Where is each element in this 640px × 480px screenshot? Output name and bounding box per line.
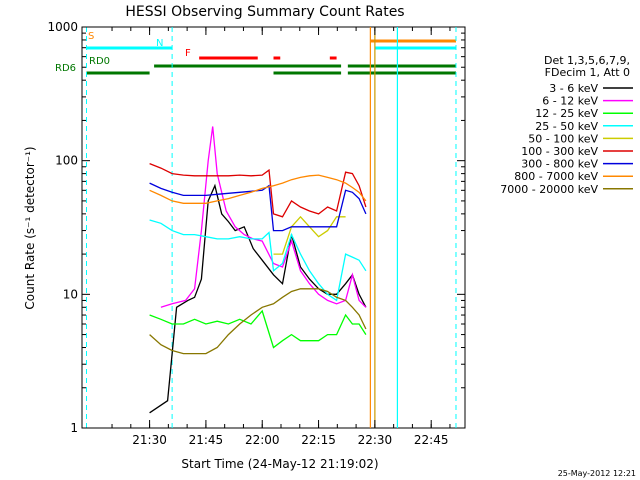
y-tick-label: 1 (70, 421, 78, 435)
series-line-5 (149, 162, 367, 218)
legend-entry-label: 800 - 7000 keV (514, 170, 598, 183)
legend-entry-label: 6 - 12 keV (542, 95, 598, 108)
plot-frame (81, 26, 466, 429)
plot-border (81, 26, 466, 429)
flag-label-n: N (156, 38, 163, 49)
series-line-4 (273, 215, 346, 255)
x-axis-label: Start Time (24-May-12 21:19:02) (181, 457, 378, 471)
flag-label-rd0: RD0 (89, 56, 110, 67)
x-tick-label: 21:30 (132, 433, 167, 447)
y-tick-label: 1000 (47, 20, 78, 34)
series-line-0 (149, 183, 367, 414)
legend-entry-label: 25 - 50 keV (535, 120, 598, 133)
series-line-7 (149, 174, 367, 204)
y-axis-label: Count Rate (s⁻¹ detector⁻¹) (23, 146, 37, 309)
legend-entry-label: 3 - 6 keV (549, 82, 598, 95)
axes: 21:30 21:45 22:00 22:15 22:30 22:45 1 10 100 1000 (47, 20, 465, 447)
series-line-3 (149, 219, 367, 302)
legend-entry-label: 7000 - 20000 keV (500, 183, 598, 196)
x-tick-label: 21:45 (189, 433, 224, 447)
legend-entry-label: 100 - 300 keV (521, 145, 598, 158)
x-tick-label: 22:30 (358, 433, 393, 447)
legend-entry-label: 300 - 800 keV (521, 158, 598, 171)
legend: Det 1,3,5,6,7,9,FDecim 1, Att 0 3 - 6 keV… (500, 54, 633, 196)
x-tick-label: 22:45 (414, 433, 449, 447)
series-line-6 (149, 182, 367, 232)
timestamp: 25-May-2012 12:21 (558, 469, 636, 478)
series-layer (149, 126, 367, 414)
y-tick-label: 100 (55, 154, 78, 168)
x-tick-label: 22:15 (301, 433, 336, 447)
series-line-1 (160, 126, 367, 308)
legend-header-line: Det 1,3,5,6,7,9, (544, 54, 630, 67)
flag-label-s: S (88, 31, 94, 42)
x-tick-label: 22:00 (245, 433, 280, 447)
y-tick-label: 10 (63, 287, 78, 301)
legend-header-line: FDecim 1, Att 0 (545, 66, 630, 79)
legend-entry-label: 50 - 100 keV (528, 132, 598, 145)
flag-bars: S N F RD0 RD6 (55, 31, 456, 75)
chart-title: HESSI Observing Summary Count Rates (125, 4, 404, 20)
series-line-2 (149, 309, 367, 349)
series-line-8 (149, 288, 367, 355)
legend-entry-label: 12 - 25 keV (535, 107, 598, 120)
flag-label-f: F (185, 48, 191, 59)
flag-label-rd6: RD6 (55, 63, 76, 74)
